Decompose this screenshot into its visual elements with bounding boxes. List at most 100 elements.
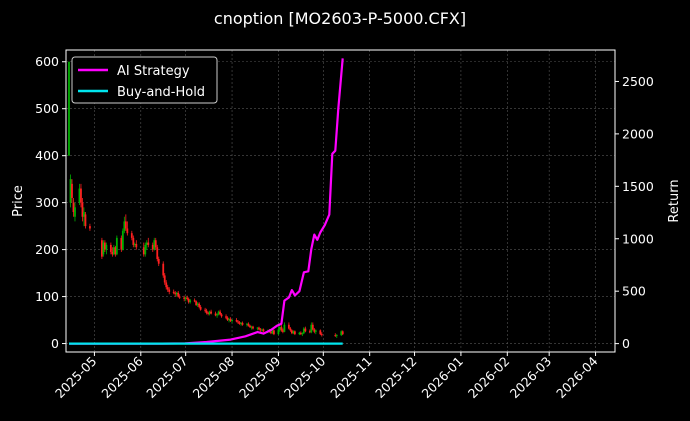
y-left-axis-ticks: 0 100 200 300 400 500 600 xyxy=(35,54,66,351)
candle-body xyxy=(217,311,220,315)
candle-body xyxy=(214,313,217,316)
candle-body xyxy=(204,309,207,311)
legend-box xyxy=(71,56,218,104)
candle-body xyxy=(80,188,82,203)
candle-body xyxy=(290,330,293,334)
y-right-tick-label: 1500 xyxy=(622,179,654,194)
candle-body xyxy=(115,237,118,255)
candle-body xyxy=(103,242,106,250)
candle-body xyxy=(304,328,307,332)
candle-body xyxy=(186,297,189,299)
candle-body xyxy=(319,330,322,335)
candle-body xyxy=(225,316,227,318)
candle-body xyxy=(196,303,199,306)
candle-body xyxy=(165,282,168,288)
candle-body xyxy=(259,329,262,331)
candle-body xyxy=(271,330,274,334)
candle-body xyxy=(183,297,186,299)
candle-body xyxy=(187,298,190,303)
y-right-tick-label: 0 xyxy=(622,336,630,351)
y-left-axis-label: Price xyxy=(11,185,26,217)
legend: AI Strategy Buy-and-Hold xyxy=(71,56,218,104)
candle-body xyxy=(335,335,338,337)
candle-body xyxy=(229,319,232,322)
candle-body xyxy=(147,242,150,245)
candle-body xyxy=(153,240,156,250)
y-left-tick-label: 600 xyxy=(35,54,59,69)
candle-body xyxy=(132,237,135,245)
candle-body xyxy=(299,332,302,335)
y-left-tick-label: 200 xyxy=(35,242,59,257)
grid-lines xyxy=(66,50,615,352)
candle-body xyxy=(175,292,178,295)
candle-body xyxy=(205,310,208,314)
candle-body xyxy=(177,292,180,297)
candle-body xyxy=(144,244,147,255)
candle-body xyxy=(74,207,76,217)
candle-body xyxy=(151,244,154,250)
y-left-tick-label: 100 xyxy=(35,289,59,304)
candle-body xyxy=(282,330,284,332)
candle-body xyxy=(216,314,218,316)
y-left-tick-label: 500 xyxy=(35,101,59,116)
y-right-tick-label: 500 xyxy=(622,284,646,299)
candle-body xyxy=(241,322,244,325)
candle-body xyxy=(247,323,250,326)
candle-body xyxy=(249,325,251,328)
candle-body xyxy=(109,244,112,252)
candle-body xyxy=(124,221,127,229)
candle-body xyxy=(310,324,313,333)
candle-body xyxy=(237,321,239,323)
candle-body xyxy=(154,240,157,248)
candle-body xyxy=(126,228,129,234)
return-lines xyxy=(69,58,344,345)
candle-body xyxy=(252,326,254,329)
candle-body xyxy=(228,319,230,321)
candle-body xyxy=(69,179,72,203)
y-right-axis-ticks: 0 500 1000 1500 2000 2500 xyxy=(615,74,654,351)
candle-body xyxy=(210,311,213,314)
candle-body xyxy=(195,301,198,306)
candle-body xyxy=(208,311,211,314)
candle-body xyxy=(238,322,241,324)
candle-body xyxy=(298,332,301,335)
candle-body xyxy=(220,314,223,317)
candle-body xyxy=(130,233,133,238)
candle-body xyxy=(184,297,187,299)
candle-body xyxy=(287,324,290,329)
candle-body xyxy=(145,242,148,245)
candle-body xyxy=(84,214,87,227)
candle-body xyxy=(133,243,136,245)
candle-body xyxy=(178,296,181,298)
candle-body xyxy=(121,230,124,250)
candle-body xyxy=(101,240,103,257)
candle-body xyxy=(114,247,117,255)
candle-body xyxy=(207,313,210,315)
candle-body xyxy=(258,327,260,330)
candle-body xyxy=(270,331,272,334)
candle-body xyxy=(163,275,166,283)
candle-body xyxy=(189,300,192,303)
candle-body xyxy=(235,320,238,322)
candle-body xyxy=(111,251,114,255)
candle-body xyxy=(102,242,105,255)
candle-body xyxy=(246,323,248,325)
candle-body xyxy=(280,327,283,331)
candle-body xyxy=(341,331,344,335)
candle-body xyxy=(250,326,253,328)
candle-body xyxy=(226,317,229,321)
candle-body xyxy=(240,322,242,324)
candle-body xyxy=(283,324,286,332)
candle-body xyxy=(71,183,73,198)
y-left-tick-label: 300 xyxy=(35,195,59,210)
legend-label-buy-and-hold: Buy-and-Hold xyxy=(117,85,205,100)
candle-body xyxy=(105,244,108,250)
candle-body xyxy=(301,333,304,335)
candle-body xyxy=(135,243,138,248)
candle-body xyxy=(311,324,314,330)
candle-body xyxy=(292,331,295,334)
legend-label-ai-strategy: AI Strategy xyxy=(117,64,190,79)
candle-body xyxy=(156,247,159,260)
candle-body xyxy=(168,289,171,292)
candle-body xyxy=(142,247,145,255)
